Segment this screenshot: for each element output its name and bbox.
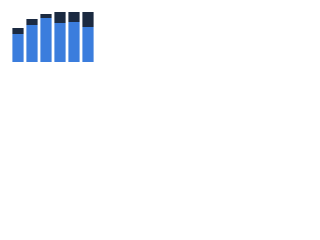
page: {"chart_data": {"type": "stacked-bar", "… — [0, 0, 100, 71]
bar-segment — [26, 19, 38, 25]
bar-segment — [54, 23, 66, 62]
bar-segment — [82, 27, 94, 62]
bar-segment — [54, 12, 66, 23]
bar-segment — [82, 12, 94, 27]
bar-segment — [40, 14, 52, 18]
bar-segment — [40, 18, 52, 62]
bar-segment — [68, 12, 80, 22]
chart — [0, 0, 100, 71]
bar-segment — [26, 25, 38, 62]
bar-segment — [12, 28, 24, 34]
bar-segment — [12, 34, 24, 62]
bar-segment — [68, 22, 80, 62]
